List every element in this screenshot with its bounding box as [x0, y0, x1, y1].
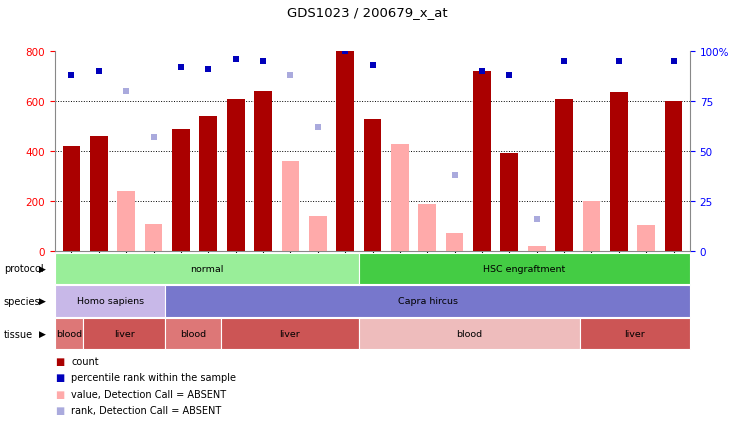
Bar — [117, 192, 135, 252]
Text: liver: liver — [625, 329, 645, 338]
Bar — [583, 202, 600, 252]
Text: ■: ■ — [55, 356, 65, 366]
Bar — [254, 92, 272, 252]
Text: tissue: tissue — [4, 329, 33, 339]
Text: blood: blood — [56, 329, 82, 338]
Bar — [363, 119, 382, 252]
Text: liver: liver — [114, 329, 134, 338]
Text: Capra hircus: Capra hircus — [398, 297, 458, 306]
Bar — [145, 224, 162, 252]
Bar — [665, 102, 683, 252]
Bar — [336, 52, 354, 252]
Text: liver: liver — [280, 329, 300, 338]
Text: count: count — [71, 356, 99, 366]
Bar — [62, 147, 80, 252]
Text: species: species — [4, 296, 40, 306]
Text: value, Detection Call = ABSENT: value, Detection Call = ABSENT — [71, 389, 226, 399]
Text: blood: blood — [456, 329, 482, 338]
Text: protocol: protocol — [4, 264, 43, 273]
Bar — [528, 247, 545, 252]
Text: ▶: ▶ — [39, 264, 46, 273]
Bar — [637, 226, 655, 252]
Bar — [610, 93, 628, 252]
Bar — [200, 117, 217, 252]
Text: blood: blood — [180, 329, 206, 338]
Text: ■: ■ — [55, 372, 65, 382]
Text: normal: normal — [190, 264, 224, 273]
Text: percentile rank within the sample: percentile rank within the sample — [71, 372, 236, 382]
Text: GDS1023 / 200679_x_at: GDS1023 / 200679_x_at — [287, 7, 447, 20]
Text: ■: ■ — [55, 405, 65, 415]
Bar — [172, 129, 190, 252]
Bar — [473, 72, 491, 252]
Bar — [391, 145, 409, 252]
Text: ▶: ▶ — [39, 297, 46, 306]
Bar — [227, 99, 244, 252]
Bar — [501, 153, 518, 252]
Text: HSC engraftment: HSC engraftment — [483, 264, 565, 273]
Text: Homo sapiens: Homo sapiens — [76, 297, 144, 306]
Text: ■: ■ — [55, 389, 65, 399]
Bar — [90, 137, 108, 252]
Bar — [446, 233, 463, 252]
Text: rank, Detection Call = ABSENT: rank, Detection Call = ABSENT — [71, 405, 222, 415]
Bar — [309, 217, 327, 252]
Text: ▶: ▶ — [39, 329, 46, 338]
Bar — [555, 99, 573, 252]
Bar — [418, 204, 436, 252]
Bar — [282, 162, 299, 252]
